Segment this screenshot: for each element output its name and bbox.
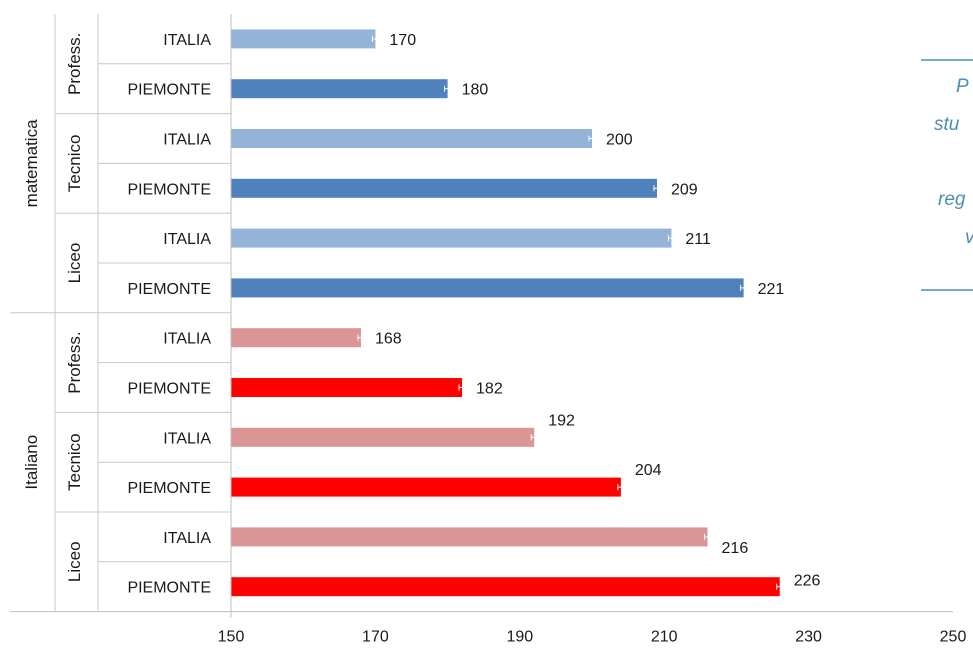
axes-group: 150 170 190 210 230 250 [10, 14, 966, 646]
category-label: PIEMONTE [127, 480, 211, 497]
school-label: Tecnico [65, 135, 84, 193]
category-label: ITALIA [163, 530, 211, 547]
category-label: ITALIA [163, 331, 211, 348]
category-label: PIEMONTE [127, 281, 211, 298]
data-label: 182 [476, 381, 503, 398]
note-text-line: v [965, 227, 973, 248]
data-label: 170 [389, 32, 416, 49]
data-label: 209 [671, 181, 698, 198]
bar-italiano-profess-italia [231, 328, 361, 348]
data-label: 226 [794, 573, 821, 590]
note-text-line: stu [934, 114, 960, 135]
bar-matematica-profess-italia [231, 29, 376, 49]
data-label: 211 [685, 231, 711, 248]
bar-italiano-liceo-italia [231, 527, 708, 547]
bar-italiano-profess-piemonte [231, 378, 463, 397]
category-label: PIEMONTE [127, 181, 211, 198]
data-label: 192 [548, 412, 575, 429]
x-tick-label: 230 [795, 629, 822, 646]
category-dividers [10, 14, 231, 612]
category-labels: ITALIA PIEMONTE Profess. ITALIA PIEMONTE Tecn… [22, 32, 211, 597]
x-tick-label: 210 [651, 629, 678, 646]
bar-italiano-tecnico-italia [231, 427, 535, 447]
category-label: ITALIA [163, 32, 211, 49]
bar-matematica-profess-piemonte [231, 79, 448, 99]
x-tick-label: 250 [940, 629, 967, 646]
category-label: PIEMONTE [127, 580, 211, 597]
bar-italiano-liceo-piemonte [231, 577, 780, 597]
subject-label: matematica [22, 119, 41, 207]
bar-matematica-liceo-piemonte [231, 278, 744, 298]
bar-matematica-tecnico-piemonte [231, 178, 657, 198]
school-label: Liceo [65, 243, 84, 284]
x-tick-label: 170 [362, 629, 389, 646]
x-tick-label: 190 [506, 629, 533, 646]
category-label: ITALIA [163, 430, 211, 447]
bar-italiano-tecnico-piemonte [231, 477, 621, 497]
category-label: PIEMONTE [127, 82, 211, 99]
school-label: Profess. [65, 331, 84, 393]
x-tick-label: 150 [218, 629, 245, 646]
category-label: ITALIA [163, 132, 211, 149]
school-label: Tecnico [65, 433, 84, 491]
school-label: Liceo [65, 541, 84, 582]
category-label: PIEMONTE [127, 381, 211, 398]
data-label: 204 [635, 462, 662, 479]
bars-group: 170 180 200 209 211 221 168 182 192 204 216 226 [231, 29, 821, 597]
category-label: ITALIA [163, 231, 211, 248]
data-label: 180 [462, 82, 489, 99]
bar-matematica-tecnico-italia [231, 129, 592, 148]
note-text-line: P [956, 76, 969, 97]
bar-matematica-liceo-italia [231, 228, 672, 248]
data-label: 216 [722, 540, 749, 557]
subject-label: Italiano [22, 435, 41, 490]
note-text-line: reg [938, 189, 966, 210]
data-label: 221 [758, 281, 785, 298]
data-label: 168 [375, 331, 402, 348]
data-label: 200 [606, 132, 633, 149]
school-label: Profess. [65, 33, 84, 95]
